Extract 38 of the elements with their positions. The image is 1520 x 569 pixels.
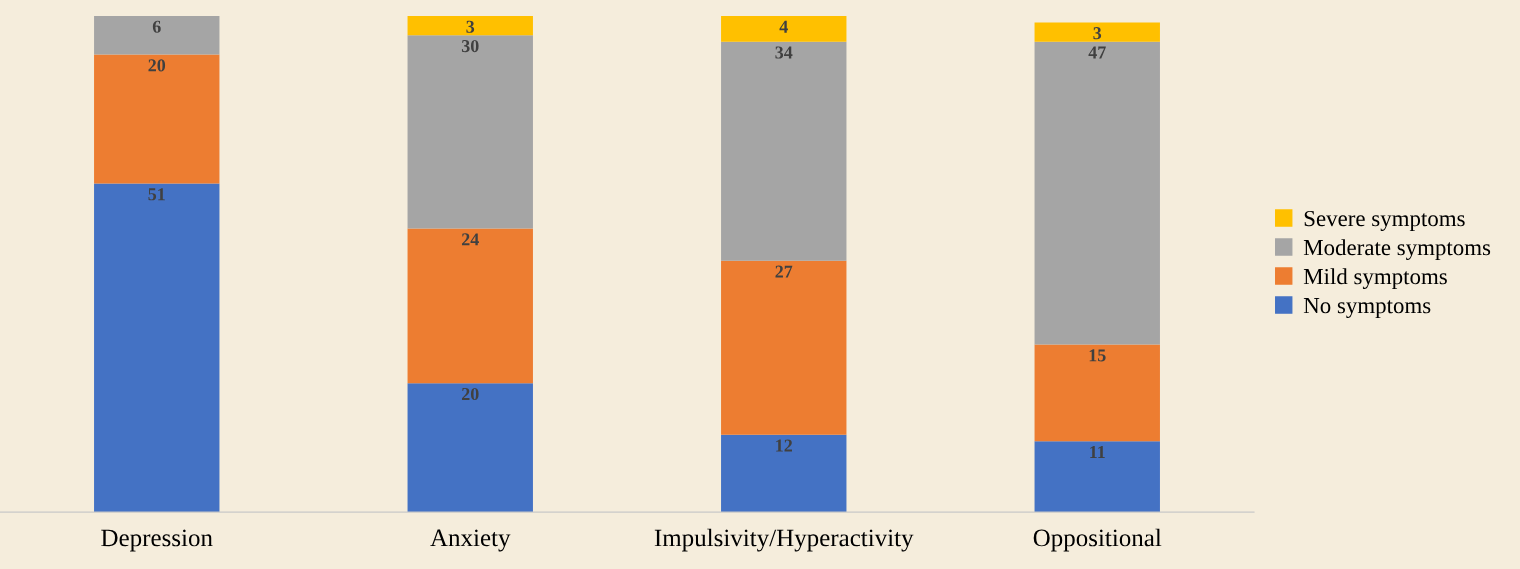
data-label: 47 — [1088, 46, 1106, 59]
data-label: 24 — [461, 233, 479, 246]
bar — [1034, 41, 1160, 345]
data-label: 20 — [461, 387, 479, 401]
data-label: 4 — [779, 20, 788, 33]
data-label: 30 — [461, 39, 479, 53]
bar — [94, 15, 220, 55]
legend-label: Mild symptoms — [1303, 268, 1447, 290]
bar — [721, 434, 847, 513]
bar — [94, 54, 220, 184]
legend-label: Severe symptoms — [1304, 210, 1465, 231]
legend-label: Moderate symptoms — [1303, 239, 1491, 261]
bar — [721, 41, 847, 261]
x-tick-label: Oppositional — [1033, 528, 1162, 552]
bar — [721, 260, 847, 435]
legend-label: No symptoms — [1303, 298, 1431, 319]
bar — [94, 183, 220, 513]
bar — [407, 383, 533, 513]
data-label: 15 — [1089, 349, 1106, 362]
x-tick-label: Depression — [101, 529, 213, 552]
data-label: 51 — [148, 188, 165, 201]
data-label: 34 — [775, 46, 793, 59]
data-label: 20 — [148, 59, 166, 72]
data-label: 27 — [775, 265, 793, 278]
bar — [1034, 441, 1160, 513]
bar — [1034, 344, 1160, 442]
bar — [1034, 22, 1160, 42]
bar — [407, 35, 533, 229]
data-label: 11 — [1090, 445, 1105, 458]
data-label: 6 — [152, 20, 161, 33]
bar — [407, 228, 533, 384]
data-label: 3 — [1093, 27, 1102, 40]
data-label: 12 — [776, 439, 792, 452]
x-tick-label: Anxiety — [430, 529, 511, 552]
bar — [407, 15, 533, 36]
bar — [721, 15, 847, 42]
data-label: 3 — [466, 20, 475, 33]
x-tick-label: Impulsivity/Hyperactivity — [654, 528, 914, 552]
